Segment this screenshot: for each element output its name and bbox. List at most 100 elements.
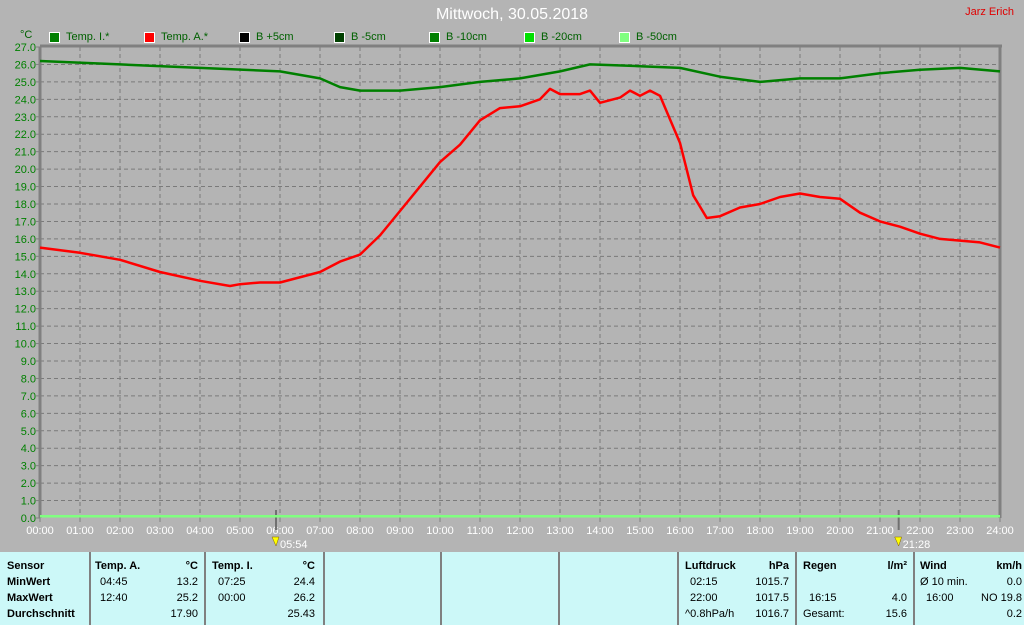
empty-column-1 xyxy=(325,552,442,625)
x-tick-label: 10:00 xyxy=(426,525,454,537)
y-tick-label: 17.0 xyxy=(15,216,36,228)
legend-swatch xyxy=(334,31,345,43)
legend-swatch xyxy=(619,31,630,43)
legend-item: B -10cm xyxy=(429,31,487,43)
wind-avg: 0.0 xyxy=(1006,576,1022,588)
rain-header: Regen xyxy=(803,560,837,572)
temp-i-header: Temp. I. xyxy=(212,560,253,572)
sunset-marker-time: 21:28 xyxy=(903,539,931,551)
sunrise-marker-time: 05:54 xyxy=(280,539,308,551)
legend-label: B -10cm xyxy=(446,31,487,43)
x-tick-label: 23:00 xyxy=(946,525,974,537)
y-tick-label: 6.0 xyxy=(21,408,36,420)
temp-a-header: Temp. A. xyxy=(95,560,141,572)
x-tick-label: 06:00 xyxy=(266,525,294,537)
y-tick-label: 8.0 xyxy=(21,373,36,385)
empty-column-2 xyxy=(442,552,560,625)
wind-last: 0.2 xyxy=(1006,608,1022,620)
x-tick-label: 16:00 xyxy=(666,525,694,537)
y-tick-label: 12.0 xyxy=(15,304,36,316)
legend-item: B +5cm xyxy=(239,31,294,43)
y-tick-label: 0.0 xyxy=(21,513,36,525)
legend-label: B +5cm xyxy=(256,31,294,43)
x-tick-label: 08:00 xyxy=(346,525,374,537)
temp-a-avg: 17.90 xyxy=(170,608,198,620)
temp-a-max: 25.2 xyxy=(176,592,198,604)
y-tick-label: 23.0 xyxy=(15,112,36,124)
legend-swatch xyxy=(239,31,250,43)
y-tick-label: 5.0 xyxy=(21,426,36,438)
y-tick-label: 7.0 xyxy=(21,391,36,403)
x-tick-label: 17:00 xyxy=(706,525,734,537)
rain-total-label: Gesamt: xyxy=(803,608,845,620)
wind-max-time: 16:00 xyxy=(926,592,954,604)
x-tick-label: 00:00 xyxy=(26,525,54,537)
temp-i-max-time: 00:00 xyxy=(218,592,246,604)
rain-max: 4.0 xyxy=(891,592,907,604)
stats-panel: Sensor MinWert MaxWert Durchschnitt Temp… xyxy=(0,552,1024,625)
legend-swatch xyxy=(524,31,535,43)
y-tick-label: 4.0 xyxy=(21,443,36,455)
author-label: Jarz Erich xyxy=(965,6,1014,18)
x-tick-label: 03:00 xyxy=(146,525,174,537)
x-tick-label: 11:00 xyxy=(467,525,494,537)
x-tick-label: 01:00 xyxy=(66,525,94,537)
y-tick-label: 19.0 xyxy=(15,182,36,194)
y-tick-label: 9.0 xyxy=(21,356,36,368)
wind-max: NO 19.8 xyxy=(981,592,1022,604)
y-tick-label: 25.0 xyxy=(15,77,36,89)
rain-total: 15.6 xyxy=(885,608,907,620)
temp-i-min: 24.4 xyxy=(293,576,315,588)
legend-item: B -20cm xyxy=(524,31,582,43)
legend-swatch xyxy=(49,31,60,43)
x-tick-label: 20:00 xyxy=(826,525,854,537)
chart-title: Mittwoch, 30.05.2018 xyxy=(435,6,589,23)
max-label: MaxWert xyxy=(7,592,53,604)
legend-label: Temp. I.* xyxy=(66,31,110,43)
temp-i-avg: 25.43 xyxy=(287,608,315,620)
legend-item: B -50cm xyxy=(619,31,677,43)
x-tick-label: 13:00 xyxy=(546,525,574,537)
temp-i-max: 26.2 xyxy=(293,592,315,604)
x-tick-label: 21:00 xyxy=(866,525,894,537)
pressure-max-time: 22:00 xyxy=(690,592,718,604)
y-tick-label: 16.0 xyxy=(15,234,36,246)
empty-column-3 xyxy=(560,552,679,625)
y-tick-label: 26.0 xyxy=(15,59,36,71)
y-tick-label: 22.0 xyxy=(15,129,36,141)
x-tick-label: 18:00 xyxy=(746,525,774,537)
x-tick-label: 14:00 xyxy=(586,525,614,537)
x-tick-label: 24:00 xyxy=(986,525,1014,537)
y-tick-label: 10.0 xyxy=(15,339,36,351)
x-tick-label: 19:00 xyxy=(786,525,814,537)
avg-label: Durchschnitt xyxy=(7,608,75,620)
pressure-unit: hPa xyxy=(768,560,789,572)
y-tick-label: 15.0 xyxy=(15,251,36,263)
wind-column: Wind km/h Ø 10 min. 0.0 16:00 NO 19.8 0.… xyxy=(915,552,1024,625)
wind-avg-label: Ø 10 min. xyxy=(920,576,968,588)
min-label: MinWert xyxy=(7,576,51,588)
y-tick-label: 18.0 xyxy=(15,199,36,211)
y-tick-label: 1.0 xyxy=(21,496,36,508)
x-tick-label: 12:00 xyxy=(506,525,534,537)
legend-item: B -5cm xyxy=(334,31,386,43)
legend-item: Temp. I.* xyxy=(49,31,109,43)
pressure-min: 1015.7 xyxy=(755,576,789,588)
series-line-0 xyxy=(39,87,1001,288)
series-line-1 xyxy=(39,59,1001,92)
temp-a-unit: °C xyxy=(185,560,198,572)
x-tick-label: 22:00 xyxy=(906,525,934,537)
x-tick-label: 07:00 xyxy=(306,525,334,537)
legend-swatch xyxy=(144,31,155,43)
y-tick-label: 3.0 xyxy=(21,461,36,473)
pressure-trend: ^0.8hPa/h xyxy=(685,608,735,620)
legend-label: Temp. A.* xyxy=(161,31,209,43)
sunrise-icon xyxy=(271,536,280,547)
temp-a-max-time: 12:40 xyxy=(100,592,128,604)
x-tick-label: 09:00 xyxy=(386,525,414,537)
x-tick-label: 15:00 xyxy=(626,525,654,537)
legend-item: Temp. A.* xyxy=(144,31,208,43)
temp-a-column: Temp. A. °C 04:45 13.2 12:40 25.2 17.90 xyxy=(91,552,206,625)
temp-a-min: 13.2 xyxy=(176,576,198,588)
y-tick-label: 21.0 xyxy=(15,147,36,159)
